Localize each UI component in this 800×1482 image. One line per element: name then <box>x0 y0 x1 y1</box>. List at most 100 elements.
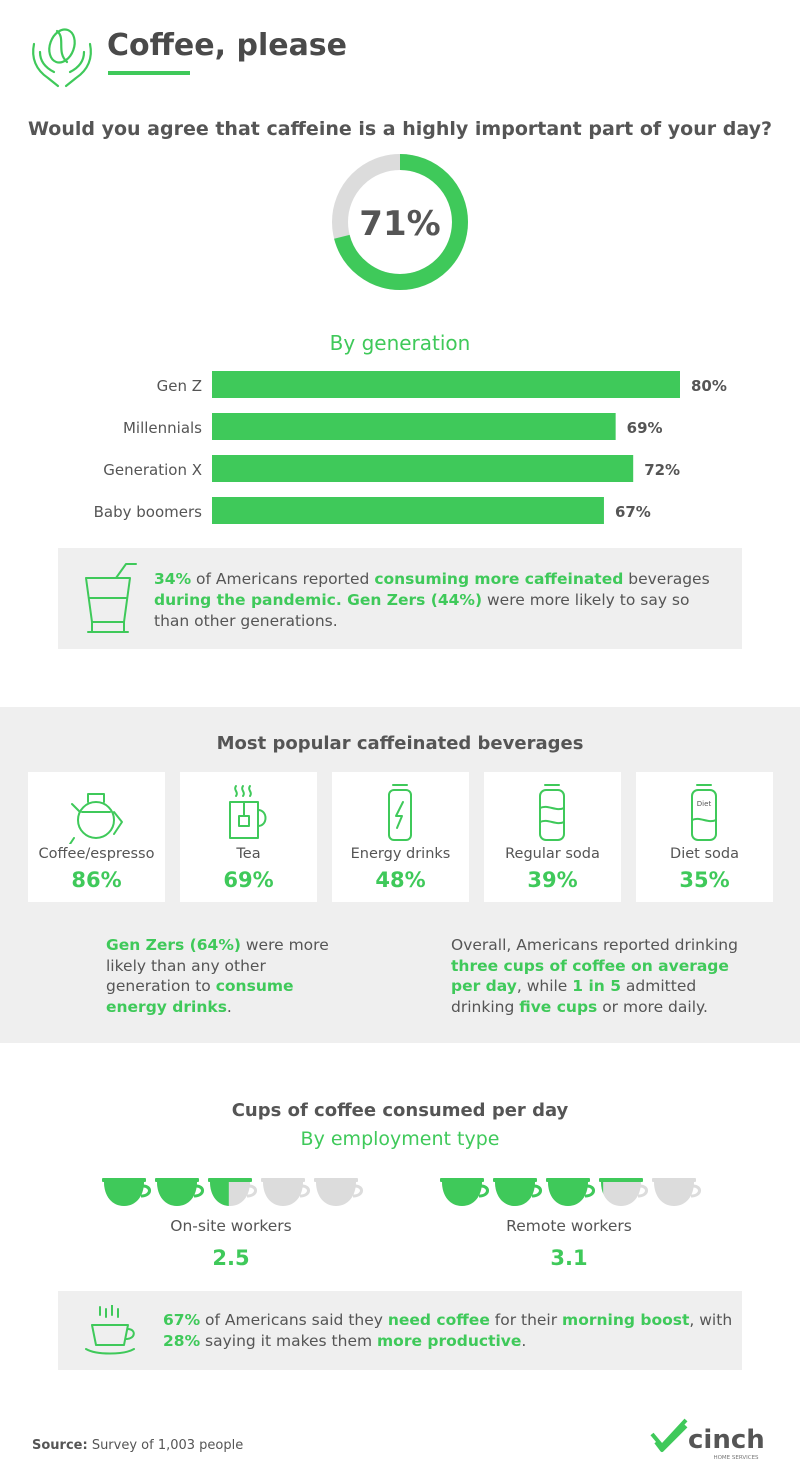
brand-subtitle: HOME SERVICES <box>713 1455 759 1461</box>
highlight-text: need coffee <box>387 1311 490 1329</box>
beverage-label: Coffee/espresso <box>38 846 155 862</box>
highlight-text: 28% <box>163 1332 201 1350</box>
beverage-card-energy: Energy drinks 48% <box>332 772 469 902</box>
remote-label: Remote workers <box>506 1217 632 1235</box>
diet-can-text: Diet <box>697 800 712 808</box>
bar <box>212 371 680 398</box>
remote-value: 3.1 <box>550 1246 588 1270</box>
beverage-label: Diet soda <box>670 846 739 862</box>
highlight-text: 1 in 5 <box>572 977 621 995</box>
beverage-value: 69% <box>223 868 274 892</box>
generation-bar-chart: Gen Z 80% Millennials 69% Generation X 72% Bab… <box>94 371 727 524</box>
source-note: Source: Survey of 1,003 people <box>32 1438 243 1453</box>
bar-value-label: 72% <box>644 461 680 479</box>
generation-heading: By generation <box>329 331 471 355</box>
remote-cups-pictogram <box>440 1178 701 1206</box>
bar-value-label: 67% <box>615 503 651 521</box>
bar <box>212 413 616 440</box>
coffee-cup-icon <box>599 1178 648 1206</box>
page-title: Coffee, please <box>107 28 348 63</box>
source-label: Source: <box>32 1438 88 1453</box>
highlight-text: three cups of coffee on average per day <box>451 956 729 996</box>
body-text: . <box>226 997 232 1016</box>
highlight-text: consuming more caffeinated <box>374 570 624 588</box>
coffee-cup-icon <box>440 1178 489 1206</box>
coffee-cup-icon <box>652 1178 701 1206</box>
check-mark-icon <box>650 1418 688 1452</box>
highlight-text: 34% <box>154 570 192 588</box>
beverage-value: 39% <box>527 868 578 892</box>
bar-category-label: Generation X <box>103 461 202 479</box>
onsite-label: On-site workers <box>170 1217 292 1235</box>
highlight-text: during the pandemic. Gen Zers (44%) <box>154 591 483 609</box>
beverage-label: Tea <box>236 846 261 862</box>
title-underline <box>108 71 190 75</box>
beverage-label: Energy drinks <box>350 846 451 862</box>
body-text: , while <box>516 977 573 995</box>
diet-soda-can-icon: Diet <box>691 784 717 841</box>
beverages-heading: Most popular caffeinated beverages <box>216 733 584 754</box>
glass-icon <box>85 563 137 633</box>
body-text: were more likely than any other generati… <box>106 936 329 995</box>
highlight-text: morning boost <box>562 1311 690 1329</box>
beverage-card-tea: Tea 69% <box>180 772 317 902</box>
body-text: saying it makes them <box>200 1332 378 1350</box>
donut-value-arc <box>332 154 468 290</box>
beverage-value: 86% <box>71 868 122 892</box>
bar-value-label: 69% <box>627 419 663 437</box>
cups-heading: Cups of coffee consumed per day <box>231 1100 569 1121</box>
beverage-value: 35% <box>679 868 730 892</box>
body-text: Overall, Americans reported drinking <box>451 936 738 954</box>
highlight-text: consume energy drinks <box>106 977 294 1016</box>
coffee-bean-hands-icon <box>32 28 92 88</box>
coffee-cup-icon <box>314 1178 363 1206</box>
beverage-card-diet-soda: Diet Diet soda 35% <box>636 772 773 902</box>
body-text: or more daily. <box>597 997 708 1016</box>
beverage-label: Regular soda <box>505 846 600 862</box>
body-text: , with <box>689 1311 733 1329</box>
body-text: for their <box>489 1311 563 1329</box>
source-text: Survey of 1,003 people <box>87 1438 244 1453</box>
coffee-cup-icon <box>155 1178 204 1206</box>
donut-chart: 71% <box>332 154 468 290</box>
bar-category-label: Baby boomers <box>94 503 203 521</box>
steaming-mug-icon <box>85 1305 135 1355</box>
beverage-value: 48% <box>375 868 426 892</box>
morning-boost-info-box <box>58 1291 742 1370</box>
gen-z-energy-note: Gen Zers (64%) were more likely than any… <box>106 935 346 1017</box>
bar-value-label: 80% <box>691 377 727 395</box>
highlight-text: five cups <box>519 997 598 1016</box>
onsite-value: 2.5 <box>212 1246 250 1270</box>
cups-subheading: By employment type <box>300 1128 500 1150</box>
coffee-cup-icon <box>493 1178 542 1206</box>
bar <box>212 455 634 482</box>
soda-can-icon <box>539 784 565 841</box>
coffee-cup-icon <box>546 1178 595 1206</box>
tea-cup-icon <box>229 785 267 839</box>
coffee-cup-icon <box>208 1178 257 1206</box>
coffee-pot-icon <box>69 793 123 844</box>
overall-cups-note: Overall, Americans reported drinking thr… <box>451 935 761 1017</box>
pandemic-info-text: 34% of Americans reported consuming more… <box>154 569 719 632</box>
bar <box>212 497 604 524</box>
beverage-card-regular-soda: Regular soda 39% <box>484 772 621 902</box>
coffee-cup-icon <box>102 1178 151 1206</box>
onsite-cups-pictogram <box>102 1178 363 1206</box>
donut-center-label: 71% <box>359 204 440 244</box>
body-text: of Americans said they <box>200 1311 388 1329</box>
brand-name: cinch <box>688 1425 765 1455</box>
energy-can-icon <box>388 784 412 841</box>
morning-boost-text: 67% of Americans said they need coffee f… <box>163 1310 733 1352</box>
cinch-logo: cinch HOME SERVICES <box>650 1418 765 1461</box>
body-text: of Americans reported <box>191 570 375 588</box>
body-text: admitted drinking <box>451 977 697 1016</box>
question-text: Would you agree that caffeine is a highl… <box>27 118 772 140</box>
pandemic-info-box <box>58 548 742 649</box>
bar-category-label: Millennials <box>123 419 202 437</box>
beverage-card-coffee: Coffee/espresso 86% <box>28 772 165 902</box>
coffee-cup-icon <box>261 1178 310 1206</box>
highlight-text: Gen Zers (64%) <box>106 936 241 954</box>
bar-category-label: Gen Z <box>157 377 202 395</box>
body-text: . <box>521 1332 527 1350</box>
highlight-text: 67% <box>163 1311 201 1329</box>
